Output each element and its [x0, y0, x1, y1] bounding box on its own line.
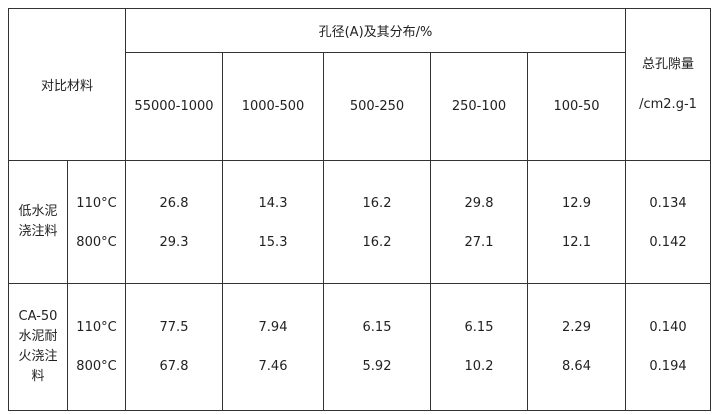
value-cell: 7.46 — [222, 346, 324, 411]
value-cell: 16.2 — [323, 222, 431, 284]
range-header: 1000-500 — [222, 52, 324, 161]
table-wrap: 对比材料 孔径(A)及其分布/% 总孔隙量/cm2.g-1 55000-1000 100… — [8, 8, 711, 411]
value-cell: 67.8 — [125, 346, 223, 411]
range-header: 55000-1000 — [125, 52, 223, 161]
value-cell: 12.1 — [527, 222, 626, 284]
data-row: CA-50 水泥耐 火浇注料 110°C 77.5 7.94 6.15 6.15 2.29 0.1… — [8, 283, 711, 411]
range-row: 55000-1000 1000-500 500-250 250-100 100-50 — [9, 52, 711, 161]
total-cell: 0.142 — [625, 222, 711, 284]
group-label-line: 低水泥 — [18, 204, 58, 219]
total-cell: 0.194 — [625, 346, 711, 411]
value-cell: 29.3 — [125, 222, 223, 284]
range-header: 500-250 — [323, 52, 431, 161]
total-cell: 0.140 — [625, 283, 711, 347]
value-cell: 10.2 — [430, 346, 528, 411]
group-label-line: 火浇注 — [18, 349, 58, 364]
data-row: 低水泥 浇注料 110°C 26.8 14.3 16.2 29.8 12.9 0.134 — [8, 160, 711, 284]
data-row: 800°C 29.3 15.3 16.2 27.1 12.1 0.142 — [9, 222, 711, 284]
temperature: 110°C — [67, 160, 126, 223]
temperature: 110°C — [67, 283, 126, 347]
group-label-line: CA-50 — [18, 309, 58, 324]
header-row: 对比材料 孔径(A)及其分布/% 总孔隙量/cm2.g-1 — [8, 8, 711, 161]
total-cell: 0.134 — [625, 160, 711, 223]
value-cell: 29.8 — [430, 160, 528, 223]
value-cell: 8.64 — [527, 346, 626, 411]
temperature: 800°C — [67, 346, 126, 411]
range-header: 250-100 — [430, 52, 528, 161]
value-cell: 77.5 — [125, 283, 223, 347]
value-cell: 7.94 — [222, 283, 324, 347]
data-table: 对比材料 孔径(A)及其分布/% 总孔隙量/cm2.g-1 55000-1000 100… — [8, 8, 711, 411]
corner-header: 对比材料 — [8, 8, 126, 161]
value-cell: 2.29 — [527, 283, 626, 347]
total-header-line: /cm2.g-1 — [639, 96, 697, 112]
group-label: 低水泥 浇注料 — [8, 160, 68, 284]
value-cell: 15.3 — [222, 222, 324, 284]
value-cell: 5.92 — [323, 346, 431, 411]
group-label-line: 浇注料 — [18, 224, 58, 239]
data-row: 800°C 67.8 7.46 5.92 10.2 8.64 0.194 — [9, 346, 711, 411]
value-cell: 6.15 — [323, 283, 431, 347]
value-cell: 26.8 — [125, 160, 223, 223]
pore-header: 孔径(A)及其分布/% — [125, 8, 626, 53]
range-header: 100-50 — [527, 52, 626, 161]
value-cell: 14.3 — [222, 160, 324, 223]
group-label-line: 料 — [31, 369, 45, 384]
value-cell: 16.2 — [323, 160, 431, 223]
temperature: 800°C — [67, 222, 126, 284]
group-label: CA-50 水泥耐火浇注料 — [8, 283, 68, 411]
value-cell: 6.15 — [430, 283, 528, 347]
value-cell: 12.9 — [527, 160, 626, 223]
group-label-line: 水泥耐 — [18, 329, 58, 344]
total-header-line: 总孔隙量 — [641, 56, 694, 72]
value-cell: 27.1 — [430, 222, 528, 284]
total-header: 总孔隙量/cm2.g-1 — [625, 8, 711, 161]
